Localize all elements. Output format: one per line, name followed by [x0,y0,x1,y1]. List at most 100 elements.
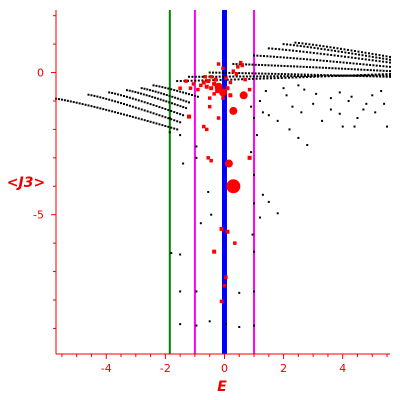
black-point [269,77,272,80]
black-point [131,90,134,93]
black-point [176,80,179,83]
black-point [309,58,312,61]
black-point [310,46,313,49]
black-point [99,107,102,110]
black-point [245,75,248,78]
black-point [205,79,208,82]
red-point [221,66,225,71]
black-point [359,75,362,78]
black-point [385,58,388,61]
black-point [179,290,182,293]
black-point [273,75,276,78]
black-point [282,56,285,59]
black-point [326,74,329,77]
black-point [379,75,382,78]
black-point [372,64,375,67]
black-point [128,104,131,107]
black-point [267,72,270,75]
black-point [293,75,296,78]
black-point [343,74,346,77]
red-point [219,299,224,304]
black-point [255,77,258,80]
black-point [322,59,325,62]
black-point [187,79,190,82]
black-point [259,77,262,80]
red-point [199,83,203,88]
black-point [165,100,168,103]
black-point [134,98,137,101]
black-point [303,73,306,76]
red-point [202,124,206,129]
black-point [253,173,256,176]
black-point [259,75,262,78]
black-point [316,73,319,76]
black-point [376,69,379,72]
black-point [179,105,182,108]
black-point [312,66,315,69]
black-point [297,42,300,45]
black-point [140,100,143,103]
black-point [273,77,276,80]
black-point [313,73,316,76]
black-point [173,127,176,130]
axes [51,10,390,359]
black-point [267,114,270,117]
black-point [201,79,204,82]
black-point [154,90,157,93]
black-point [337,50,340,53]
red-point [204,127,209,132]
black-point [267,47,270,50]
black-point [170,88,173,91]
black-point [381,73,384,76]
black-point [131,105,134,108]
black-point [261,193,264,196]
black-point [114,111,117,114]
black-point [309,51,312,54]
black-point [174,96,177,99]
black-point [182,99,185,102]
black-point [353,68,356,71]
black-point [149,89,152,92]
black-point [253,202,256,205]
black-point [179,98,182,101]
black-point [329,97,332,100]
black-point [111,110,114,113]
black-point [364,58,367,61]
black-point [193,94,196,97]
black-point [191,75,194,78]
red-point [239,91,248,100]
black-point [291,105,294,108]
black-point [380,90,383,93]
tick-labels: -4 -2 0 2 4 0 -5 [33,67,346,375]
black-point [329,108,332,111]
black-point [389,58,391,61]
black-point [238,325,241,328]
black-point [292,49,295,52]
red-point [216,62,221,66]
black-point [157,91,160,94]
black-point [386,125,389,128]
black-point [233,78,236,81]
black-point [304,42,307,45]
black-point [356,117,359,120]
black-point [140,108,143,111]
black-point [341,74,344,77]
black-point [154,96,157,99]
black-point [347,52,350,55]
black-point [347,99,350,102]
black-point [270,64,273,67]
black-point [307,73,310,76]
black-point [382,75,385,78]
black-point [365,63,368,66]
black-point [131,115,134,118]
black-point [378,74,381,77]
black-point [294,41,297,44]
black-point [360,68,363,71]
black-point [319,59,322,62]
x-tick-label: -4 [101,362,112,375]
black-point [96,95,99,98]
black-point [287,73,290,76]
black-point [161,107,164,110]
black-point [385,75,388,78]
black-point [280,76,283,79]
